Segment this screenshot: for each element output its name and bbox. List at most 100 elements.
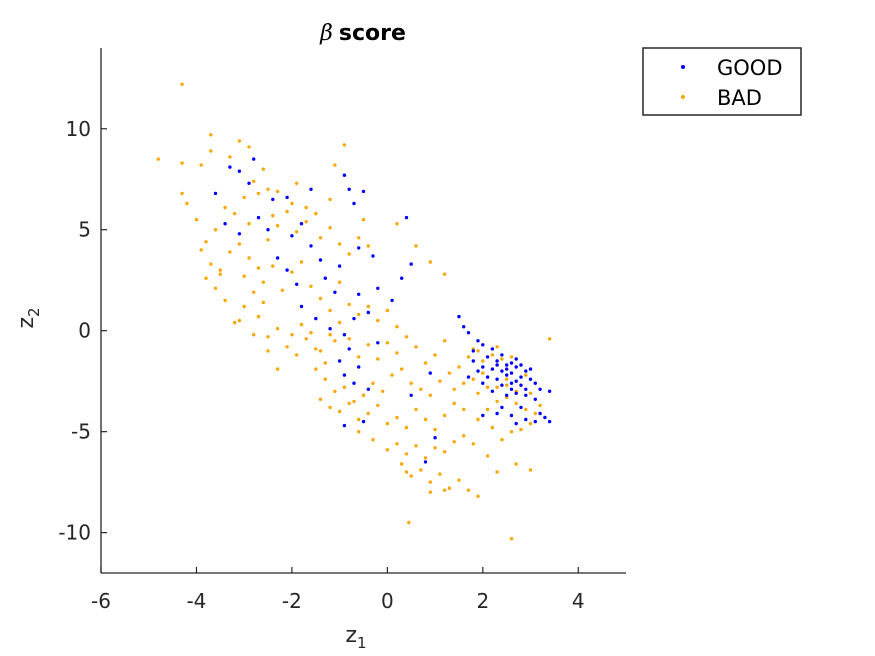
data-point-bad	[404, 335, 409, 339]
data-point-good	[371, 254, 375, 258]
data-point-bad	[547, 337, 552, 341]
data-point-good	[285, 268, 289, 272]
data-point-good	[495, 377, 499, 381]
data-point-bad	[395, 325, 399, 329]
data-point-good	[490, 389, 495, 393]
data-point-bad	[371, 381, 375, 385]
data-point-good	[252, 157, 256, 161]
data-point-good	[256, 215, 261, 220]
data-point-good	[471, 359, 475, 363]
data-point-bad	[242, 274, 246, 278]
data-point-bad	[223, 205, 227, 210]
data-point-good	[514, 365, 518, 369]
data-point-bad	[407, 520, 411, 525]
data-point-bad	[337, 409, 342, 414]
x-axis-label-main: z	[345, 623, 357, 648]
data-point-bad	[333, 339, 337, 343]
data-point-bad	[290, 270, 294, 274]
data-point-bad	[519, 427, 523, 432]
data-point-bad	[495, 345, 499, 349]
data-point-good	[333, 290, 337, 294]
data-point-good	[528, 367, 533, 371]
data-point-bad	[490, 353, 495, 357]
series-good	[213, 157, 552, 464]
data-point-bad	[266, 238, 270, 242]
data-point-bad	[252, 179, 256, 183]
data-point-good	[485, 355, 490, 359]
data-point-bad	[414, 407, 418, 412]
data-point-bad	[314, 347, 318, 351]
data-point-good	[519, 375, 523, 379]
data-point-bad	[400, 462, 404, 466]
data-point-bad	[228, 155, 232, 159]
data-point-bad	[419, 387, 423, 391]
y-tick-label: 5	[78, 218, 91, 242]
legend-label-good: GOOD	[717, 56, 783, 80]
data-point-bad	[333, 163, 337, 167]
data-point-bad	[528, 421, 533, 426]
data-point-good	[543, 415, 547, 420]
data-point-bad	[400, 367, 404, 371]
data-point-good	[514, 391, 518, 395]
data-point-bad	[232, 211, 237, 216]
data-point-bad	[256, 191, 261, 196]
data-point-good	[524, 387, 528, 391]
data-point-bad	[509, 355, 514, 359]
data-point-bad	[442, 413, 447, 418]
data-point-bad	[328, 197, 332, 202]
data-point-bad	[194, 217, 199, 222]
data-point-bad	[509, 537, 514, 541]
legend: GOOD BAD	[642, 47, 802, 116]
data-point-bad	[304, 337, 308, 341]
data-point-bad	[295, 181, 299, 185]
data-point-bad	[428, 393, 432, 397]
data-point-bad	[471, 442, 475, 446]
data-point-bad	[285, 345, 289, 349]
data-point-good	[433, 436, 437, 440]
data-point-bad	[476, 494, 480, 498]
data-point-bad	[337, 320, 342, 325]
data-point-bad	[414, 444, 418, 448]
data-point-good	[357, 292, 361, 296]
data-point-bad	[185, 201, 189, 206]
data-point-bad	[476, 391, 480, 395]
data-point-good	[509, 381, 514, 385]
data-point-bad	[323, 361, 327, 365]
data-point-good	[342, 333, 347, 337]
x-axis-label-sub: 1	[357, 634, 367, 652]
data-point-good	[466, 331, 471, 335]
data-point-bad	[237, 318, 242, 323]
data-point-good	[342, 173, 347, 177]
data-point-good	[366, 310, 370, 315]
data-point-bad	[328, 226, 332, 230]
data-point-bad	[180, 191, 184, 196]
data-point-bad	[447, 486, 452, 490]
data-point-bad	[395, 442, 399, 446]
data-point-bad	[266, 335, 270, 339]
data-point-good	[457, 314, 461, 319]
data-point-bad	[476, 417, 480, 422]
data-point-bad	[156, 157, 160, 161]
data-point-bad	[385, 308, 390, 313]
data-point-bad	[495, 470, 499, 474]
data-point-bad	[223, 298, 227, 303]
data-point-good	[519, 383, 523, 387]
data-point-bad	[247, 222, 251, 226]
data-point-bad	[414, 244, 418, 248]
data-point-bad	[438, 472, 442, 476]
data-point-bad	[328, 308, 332, 313]
data-point-good	[237, 169, 242, 173]
data-point-bad	[447, 371, 452, 375]
data-point-good	[505, 363, 509, 367]
data-point-good	[352, 381, 356, 385]
data-point-bad	[481, 359, 485, 363]
x-tick-label: 4	[572, 589, 585, 613]
data-point-good	[290, 234, 294, 238]
data-point-bad	[256, 314, 261, 319]
data-point-bad	[347, 302, 351, 307]
data-point-bad	[275, 224, 280, 228]
data-point-good	[509, 371, 514, 375]
y-axis-label-main: z	[14, 317, 39, 329]
data-point-good	[509, 413, 514, 418]
